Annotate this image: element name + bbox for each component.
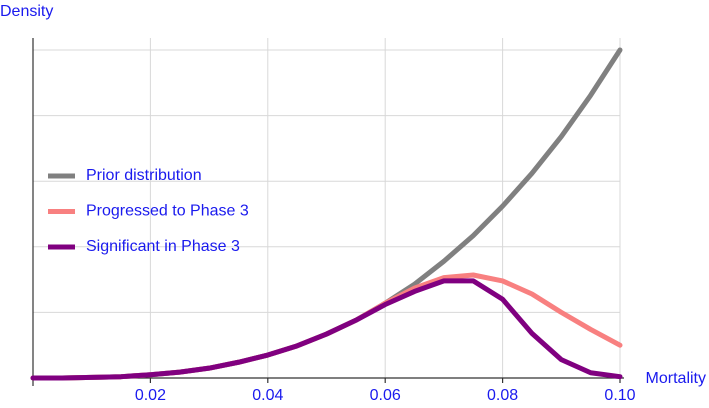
x-tick-label: 0.08 bbox=[487, 387, 518, 404]
legend-label: Significant in Phase 3 bbox=[86, 238, 240, 255]
y-axis-title: Density bbox=[0, 3, 53, 20]
legend-label: Progressed to Phase 3 bbox=[86, 203, 249, 220]
x-tick-label: 0.02 bbox=[135, 387, 166, 404]
x-tick-label: 0.06 bbox=[370, 387, 401, 404]
x-tick-label: 0.10 bbox=[604, 387, 635, 404]
series-line bbox=[30, 272, 623, 381]
series-line bbox=[30, 278, 623, 381]
legend-label: Prior distribution bbox=[86, 167, 202, 184]
x-tick-label: 0.04 bbox=[252, 387, 283, 404]
x-axis-title: Mortality bbox=[646, 370, 706, 387]
